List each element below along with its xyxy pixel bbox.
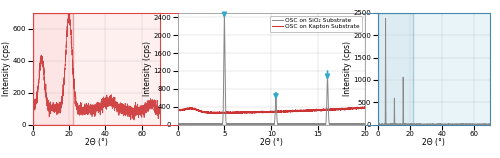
OSC on Kapton Substrate [338,109,344,110]
Y-axis label: Intensity (cps): Intensity (cps) [343,41,352,96]
Line: OSC on Kapton Substrate: OSC on Kapton Substrate [178,107,365,114]
OSC on SiO₂ Substrate [174,123,180,125]
OSC on Kapton Substrate [362,106,368,108]
OSC on Kapton Substrate [214,113,220,115]
OSC on SiO₂ Substrate [338,123,344,125]
OSC on SiO₂ Substrate [207,123,213,125]
Bar [32,13,72,125]
OSC on Kapton Substrate [207,112,213,114]
OSC on SiO₂ Substrate [246,123,252,125]
OSC on SiO₂ Substrate [222,16,228,18]
Legend: OSC on SiO₂ Substrate, OSC on Kapton Substrate: OSC on SiO₂ Substrate, OSC on Kapton Sub… [270,15,362,32]
OSC on SiO₂ Substrate [348,124,354,126]
OSC on SiO₂ Substrate [358,123,364,125]
OSC on Kapton Substrate [254,111,260,113]
OSC on Kapton Substrate [196,110,202,112]
OSC on Kapton Substrate [246,112,252,114]
OSC on Kapton Substrate [362,106,368,108]
X-axis label: 2Θ (°): 2Θ (°) [260,138,282,147]
OSC on Kapton Substrate [174,109,180,111]
OSC on SiO₂ Substrate [254,123,260,125]
OSC on SiO₂ Substrate [362,123,368,125]
Line: OSC on SiO₂ Substrate: OSC on SiO₂ Substrate [178,17,365,125]
Bar [378,13,413,125]
OSC on Kapton Substrate [358,107,364,109]
X-axis label: 2Θ (°): 2Θ (°) [85,138,108,147]
Y-axis label: Intensity (cps): Intensity (cps) [2,41,12,96]
OSC on SiO₂ Substrate [196,123,202,125]
X-axis label: 2Θ (°): 2Θ (°) [422,138,445,147]
Y-axis label: Intensity (cps): Intensity (cps) [143,41,152,96]
